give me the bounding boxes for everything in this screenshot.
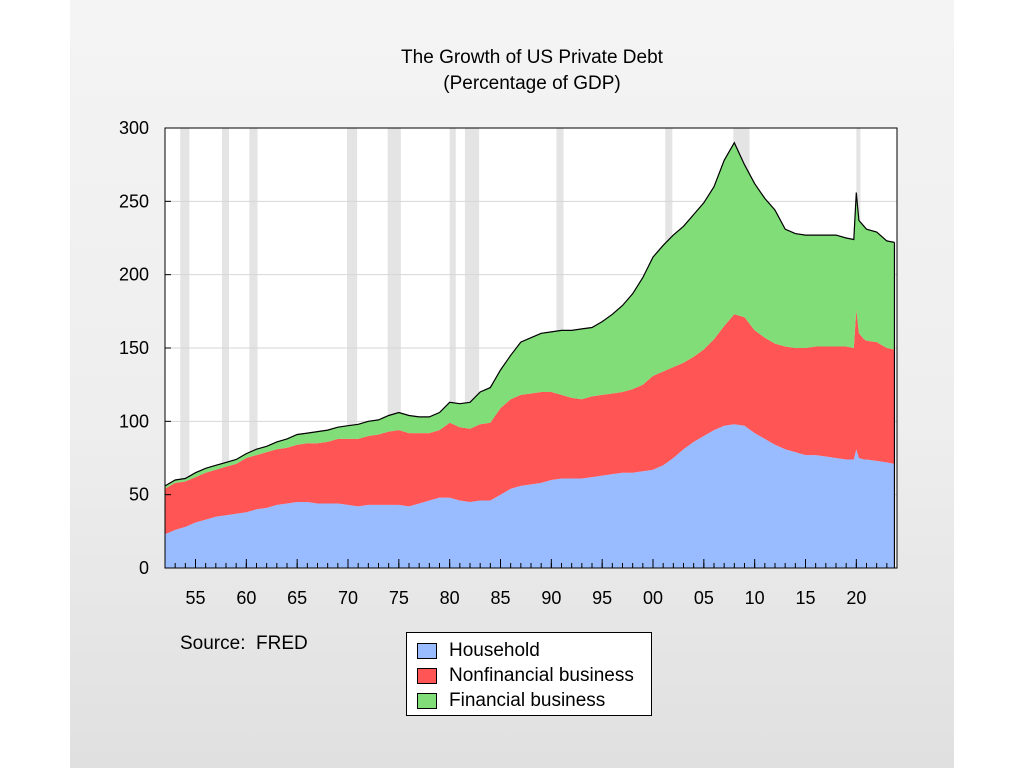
y-tick-label-250: 250 — [119, 191, 149, 211]
legend-item-nonfinancial-business: Nonfinancial business — [417, 663, 651, 688]
y-tick-label-300: 300 — [119, 118, 149, 138]
x-tick-label-1975: 75 — [389, 588, 409, 608]
x-tick-label-1980: 80 — [440, 588, 460, 608]
y-axis: 0 50 100 150 200 250 300 — [119, 118, 171, 578]
legend-swatch-household — [417, 642, 437, 659]
x-tick-label-2010: 10 — [745, 588, 765, 608]
y-tick-label-200: 200 — [119, 265, 149, 285]
x-tick-label-2015: 15 — [795, 588, 815, 608]
chart-subtitle: (Percentage of GDP) — [443, 73, 620, 94]
x-tick-label-1955: 55 — [185, 588, 205, 608]
legend-item-financial-business: Financial business — [417, 688, 651, 713]
x-tick-label-1995: 95 — [592, 588, 612, 608]
legend-item-household: Household — [417, 638, 651, 663]
chart-title: The Growth of US Private Debt — [401, 47, 664, 68]
legend: Household Nonfinancial business Financia… — [406, 632, 652, 716]
y-tick-label-100: 100 — [119, 411, 149, 431]
x-tick-label-2005: 05 — [694, 588, 714, 608]
legend-label-financial-business: Financial business — [449, 689, 606, 711]
x-tick-label-2020: 20 — [846, 588, 866, 608]
legend-label-household: Household — [449, 639, 540, 661]
stacked-areas — [164, 141, 896, 568]
area-household — [165, 424, 895, 568]
source-note: Source: FRED — [180, 633, 308, 654]
x-tick-label-1960: 60 — [236, 588, 256, 608]
y-tick-label-0: 0 — [139, 558, 149, 578]
y-tick-label-50: 50 — [129, 485, 149, 505]
area-financial-business — [165, 142, 895, 489]
x-axis: 55 60 65 70 75 80 85 90 95 00 05 10 15 20 — [174, 559, 888, 608]
legend-swatch-financial-business — [417, 692, 437, 709]
y-tick-label-150: 150 — [119, 338, 149, 358]
total-outline — [164, 141, 895, 487]
x-tick-label-1970: 70 — [338, 588, 358, 608]
x-tick-label-1965: 65 — [287, 588, 307, 608]
legend-swatch-nonfinancial-business — [417, 667, 437, 684]
x-tick-label-2000: 00 — [643, 588, 663, 608]
x-tick-label-1985: 85 — [490, 588, 510, 608]
x-tick-label-1990: 90 — [541, 588, 561, 608]
area-nonfinancial-business — [165, 309, 895, 535]
legend-label-nonfinancial-business: Nonfinancial business — [449, 664, 634, 686]
